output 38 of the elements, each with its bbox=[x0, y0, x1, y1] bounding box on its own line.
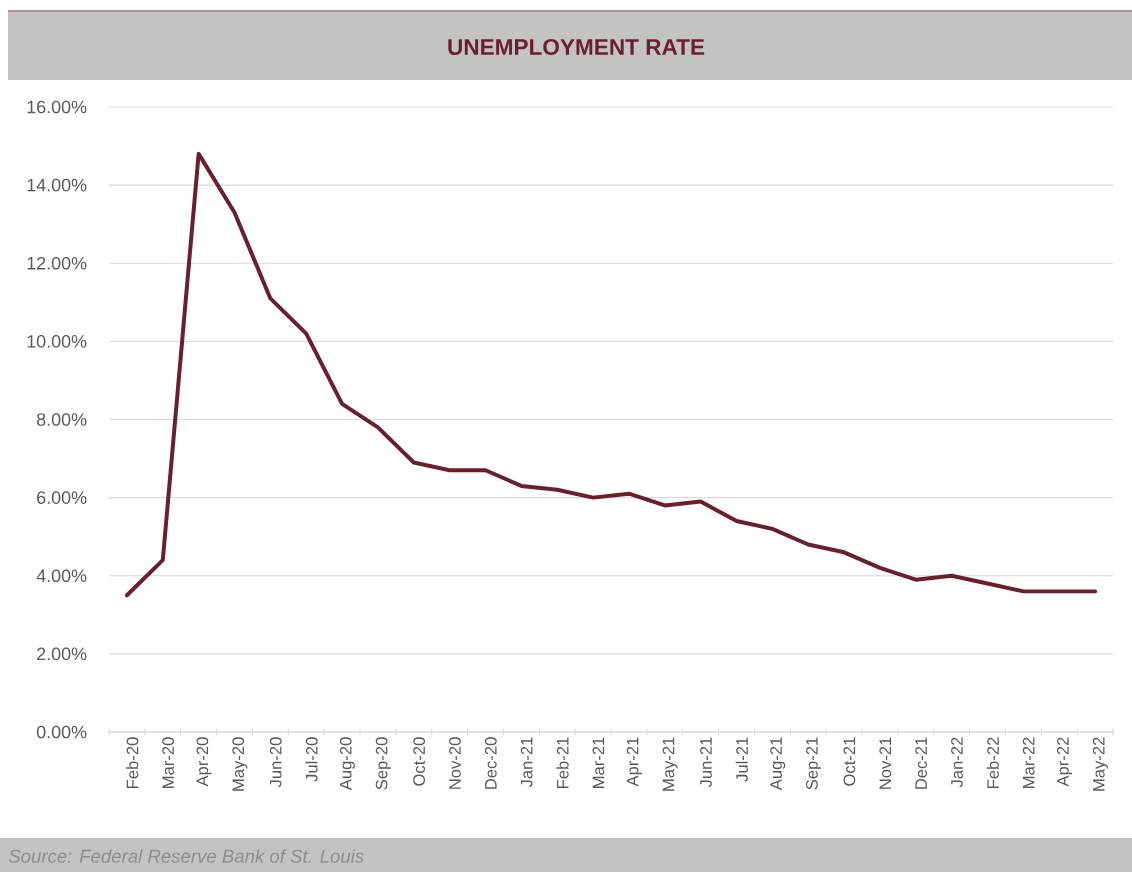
x-tick-label: Sep-21 bbox=[806, 737, 822, 790]
x-tick-label: Nov-20 bbox=[449, 737, 461, 789]
x-tick-label: Feb-20 bbox=[126, 737, 139, 788]
x-tick-label: Jun-20 bbox=[269, 737, 282, 788]
y-tick-label: 0.00% bbox=[36, 725, 87, 739]
y-tick-label: 10.00% bbox=[27, 335, 87, 348]
x-tick-label: May-22 bbox=[1092, 737, 1108, 791]
x-tick-label: May-21 bbox=[662, 737, 678, 791]
x-tick-label: Mar-21 bbox=[592, 737, 605, 788]
x-tick-label: Aug-20 bbox=[339, 737, 355, 791]
y-tick-label: 8.00% bbox=[36, 413, 87, 426]
x-tick-label: Sep-20 bbox=[375, 737, 391, 790]
x-tick-label: Apr-21 bbox=[626, 737, 642, 787]
y-tick-label: 12.00% bbox=[27, 256, 87, 270]
chart-title: UNEMPLOYMENT RATE bbox=[448, 38, 705, 55]
x-tick-label: Oct-20 bbox=[413, 737, 425, 786]
y-tick-label: 4.00% bbox=[36, 569, 87, 583]
x-tick-label: Mar-22 bbox=[1022, 737, 1035, 788]
x-tick-label: May-20 bbox=[232, 737, 248, 791]
y-tick-label: 2.00% bbox=[37, 647, 87, 661]
x-tick-label: Nov-21 bbox=[879, 737, 892, 789]
y-tick-label: 14.00% bbox=[27, 178, 87, 192]
x-tick-label: Feb-21 bbox=[556, 737, 569, 788]
y-tick-label: 16.00% bbox=[27, 100, 87, 114]
x-tick-label: Jan-22 bbox=[951, 737, 963, 788]
y-tick-label: 6.00% bbox=[37, 491, 87, 504]
x-tick-label: Jul-21 bbox=[735, 737, 748, 782]
x-tick-label: Feb-22 bbox=[986, 737, 999, 788]
x-tick-label: Mar-20 bbox=[162, 737, 174, 788]
x-tick-label: Apr-22 bbox=[1057, 737, 1073, 787]
x-tick-label: Jan-21 bbox=[520, 737, 533, 788]
x-tick-label: Dec-21 bbox=[915, 737, 927, 789]
x-tick-label: Jun-21 bbox=[700, 737, 712, 788]
x-tick-label: Aug-21 bbox=[770, 737, 786, 791]
x-tick-label: Oct-21 bbox=[843, 737, 856, 786]
x-tick-label: Apr-20 bbox=[196, 737, 212, 787]
x-tick-label: Jul-20 bbox=[305, 737, 318, 782]
x-tick-label: Dec-20 bbox=[484, 737, 497, 789]
